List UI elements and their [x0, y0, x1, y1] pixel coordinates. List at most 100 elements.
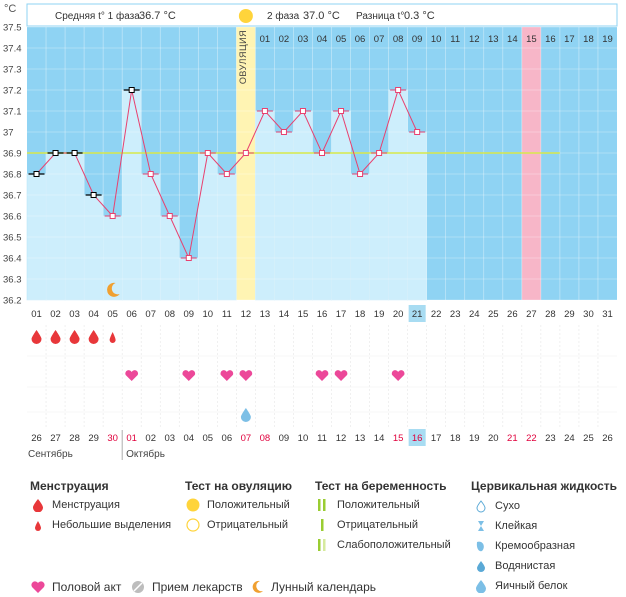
calendar-date-label: 26	[31, 433, 42, 444]
phase2-value: 37.0 °C	[303, 10, 340, 22]
cycle-day-label: 11	[222, 309, 232, 320]
ovulation-label: ОВУЛЯЦИЯ	[238, 30, 248, 84]
temp-bar	[369, 152, 389, 301]
temp-marker	[166, 213, 173, 219]
calendar-date-label: 17	[431, 433, 442, 444]
phase-day-label: 01	[260, 34, 271, 45]
calendar-date-label: 11	[317, 433, 327, 444]
creamy-drop-icon	[473, 539, 489, 553]
blood-drop-icon	[50, 330, 61, 344]
temp-marker	[204, 150, 211, 156]
pink-column	[521, 27, 541, 300]
cycle-day-label: 08	[164, 309, 175, 320]
y-tick-label: 36.3	[3, 275, 22, 286]
legend-pregnancy-weak-label: Слабоположительный	[337, 539, 451, 551]
phase-day-label: 02	[279, 34, 290, 45]
temp-marker	[71, 150, 78, 156]
phase1-value: 36.7 °C	[139, 10, 176, 22]
small-drop-icon	[30, 518, 46, 532]
legend-pregnancy-positive-label: Положительный	[337, 499, 420, 511]
summary-header	[26, 3, 618, 27]
legend-medication: Прием лекарств	[130, 580, 243, 594]
y-tick-label: 37.4	[3, 44, 22, 55]
calendar-date-label: 07	[241, 433, 252, 444]
faint-strip-icon	[315, 538, 331, 552]
cycle-day-label: 15	[298, 309, 309, 320]
y-tick-label: 36.7	[3, 191, 22, 202]
legend-cervical-sticky-label: Клейкая	[495, 520, 538, 532]
cycle-day-label: 06	[126, 309, 137, 320]
cycle-day-label: 23	[450, 309, 461, 320]
phase-day-label: 09	[412, 34, 423, 45]
small-drop-icon	[109, 332, 116, 343]
phase-day-label: 19	[602, 34, 613, 45]
unit-label: °C	[4, 3, 16, 15]
heart-icon	[391, 370, 405, 381]
y-tick-label: 36.6	[3, 212, 22, 223]
cycle-day-label: 14	[279, 309, 290, 320]
legend-cervical-watery-label: Водянистая	[495, 560, 556, 572]
ovulation-column	[236, 27, 256, 300]
calendar-date-label: 10	[298, 433, 309, 444]
cycle-day-label: 19	[374, 309, 385, 320]
temp-bar	[64, 152, 85, 301]
temp-marker	[280, 129, 287, 135]
month-label-1: Сентябрь	[28, 448, 73, 460]
eggwhite-drop-icon	[473, 579, 489, 594]
phase2-label: 2 фаза	[267, 10, 300, 22]
y-tick-label: 36.2	[3, 296, 22, 307]
legend-cervical-dry: Сухо	[473, 499, 520, 513]
pill-icon	[130, 580, 146, 594]
cycle-day-label: 16	[317, 309, 328, 320]
moon-icon	[107, 282, 120, 297]
y-tick-label: 37.2	[3, 86, 22, 97]
y-tick-label: 37.1	[3, 107, 22, 118]
calendar-date-label: 26	[602, 433, 613, 444]
phase-day-label: 03	[298, 34, 309, 45]
cycle-day-label: 03	[69, 309, 80, 320]
legend-pregnancy-title: Тест на беременность	[315, 479, 447, 493]
temp-marker	[223, 171, 230, 177]
heart-icon	[315, 370, 329, 381]
phase-day-label: 08	[393, 34, 404, 45]
temp-marker	[242, 150, 249, 156]
phase-day-label: 11	[450, 34, 460, 45]
calendar-date-label: 12	[336, 433, 347, 444]
legend-ovulation-positive-label: Положительный	[207, 499, 290, 511]
temp-marker	[109, 213, 116, 219]
calendar-date-label: 29	[88, 433, 99, 444]
temp-marker	[395, 87, 402, 93]
legend-lunar: Лунный календарь	[249, 580, 376, 594]
calendar-date-label: 25	[583, 433, 594, 444]
diff-value: 0.3 °C	[404, 10, 435, 22]
diff-label: Разница t°	[356, 11, 404, 22]
calendar-date-label: 28	[69, 433, 80, 444]
temp-marker	[147, 171, 154, 177]
legend-spotting-label: Небольшие выделения	[52, 519, 172, 531]
temp-marker	[128, 87, 135, 93]
month-label-2: Октябрь	[126, 448, 165, 460]
phase-day-label: 06	[355, 34, 366, 45]
temp-bar	[255, 110, 275, 301]
sun-icon	[238, 9, 253, 23]
cycle-day-label: 25	[488, 309, 499, 320]
legend-cervical-eggwhite: Яичный белок	[473, 579, 567, 594]
cycle-day-label: 27	[526, 309, 537, 320]
phase-day-label: 05	[336, 34, 347, 45]
cycle-day-label: 04	[88, 309, 99, 320]
legend-lunar-label: Лунный календарь	[271, 580, 377, 594]
legend-pregnancy-negative: Отрицательный	[315, 518, 418, 532]
temp-marker	[52, 150, 59, 156]
calendar-date-label: 16	[412, 433, 423, 444]
heart-icon	[125, 370, 139, 381]
calendar-date-label: 03	[164, 433, 175, 444]
legend-ovulation-negative: Отрицательный	[185, 518, 288, 532]
heart-icon	[220, 370, 234, 381]
calendar-date-label: 09	[279, 433, 290, 444]
heart-icon	[30, 580, 46, 594]
temp-bar	[293, 110, 313, 301]
phase-day-label: 04	[317, 34, 328, 45]
blood-drop-icon	[31, 330, 42, 344]
cycle-day-label: 05	[107, 309, 118, 320]
moon-icon	[249, 580, 265, 594]
